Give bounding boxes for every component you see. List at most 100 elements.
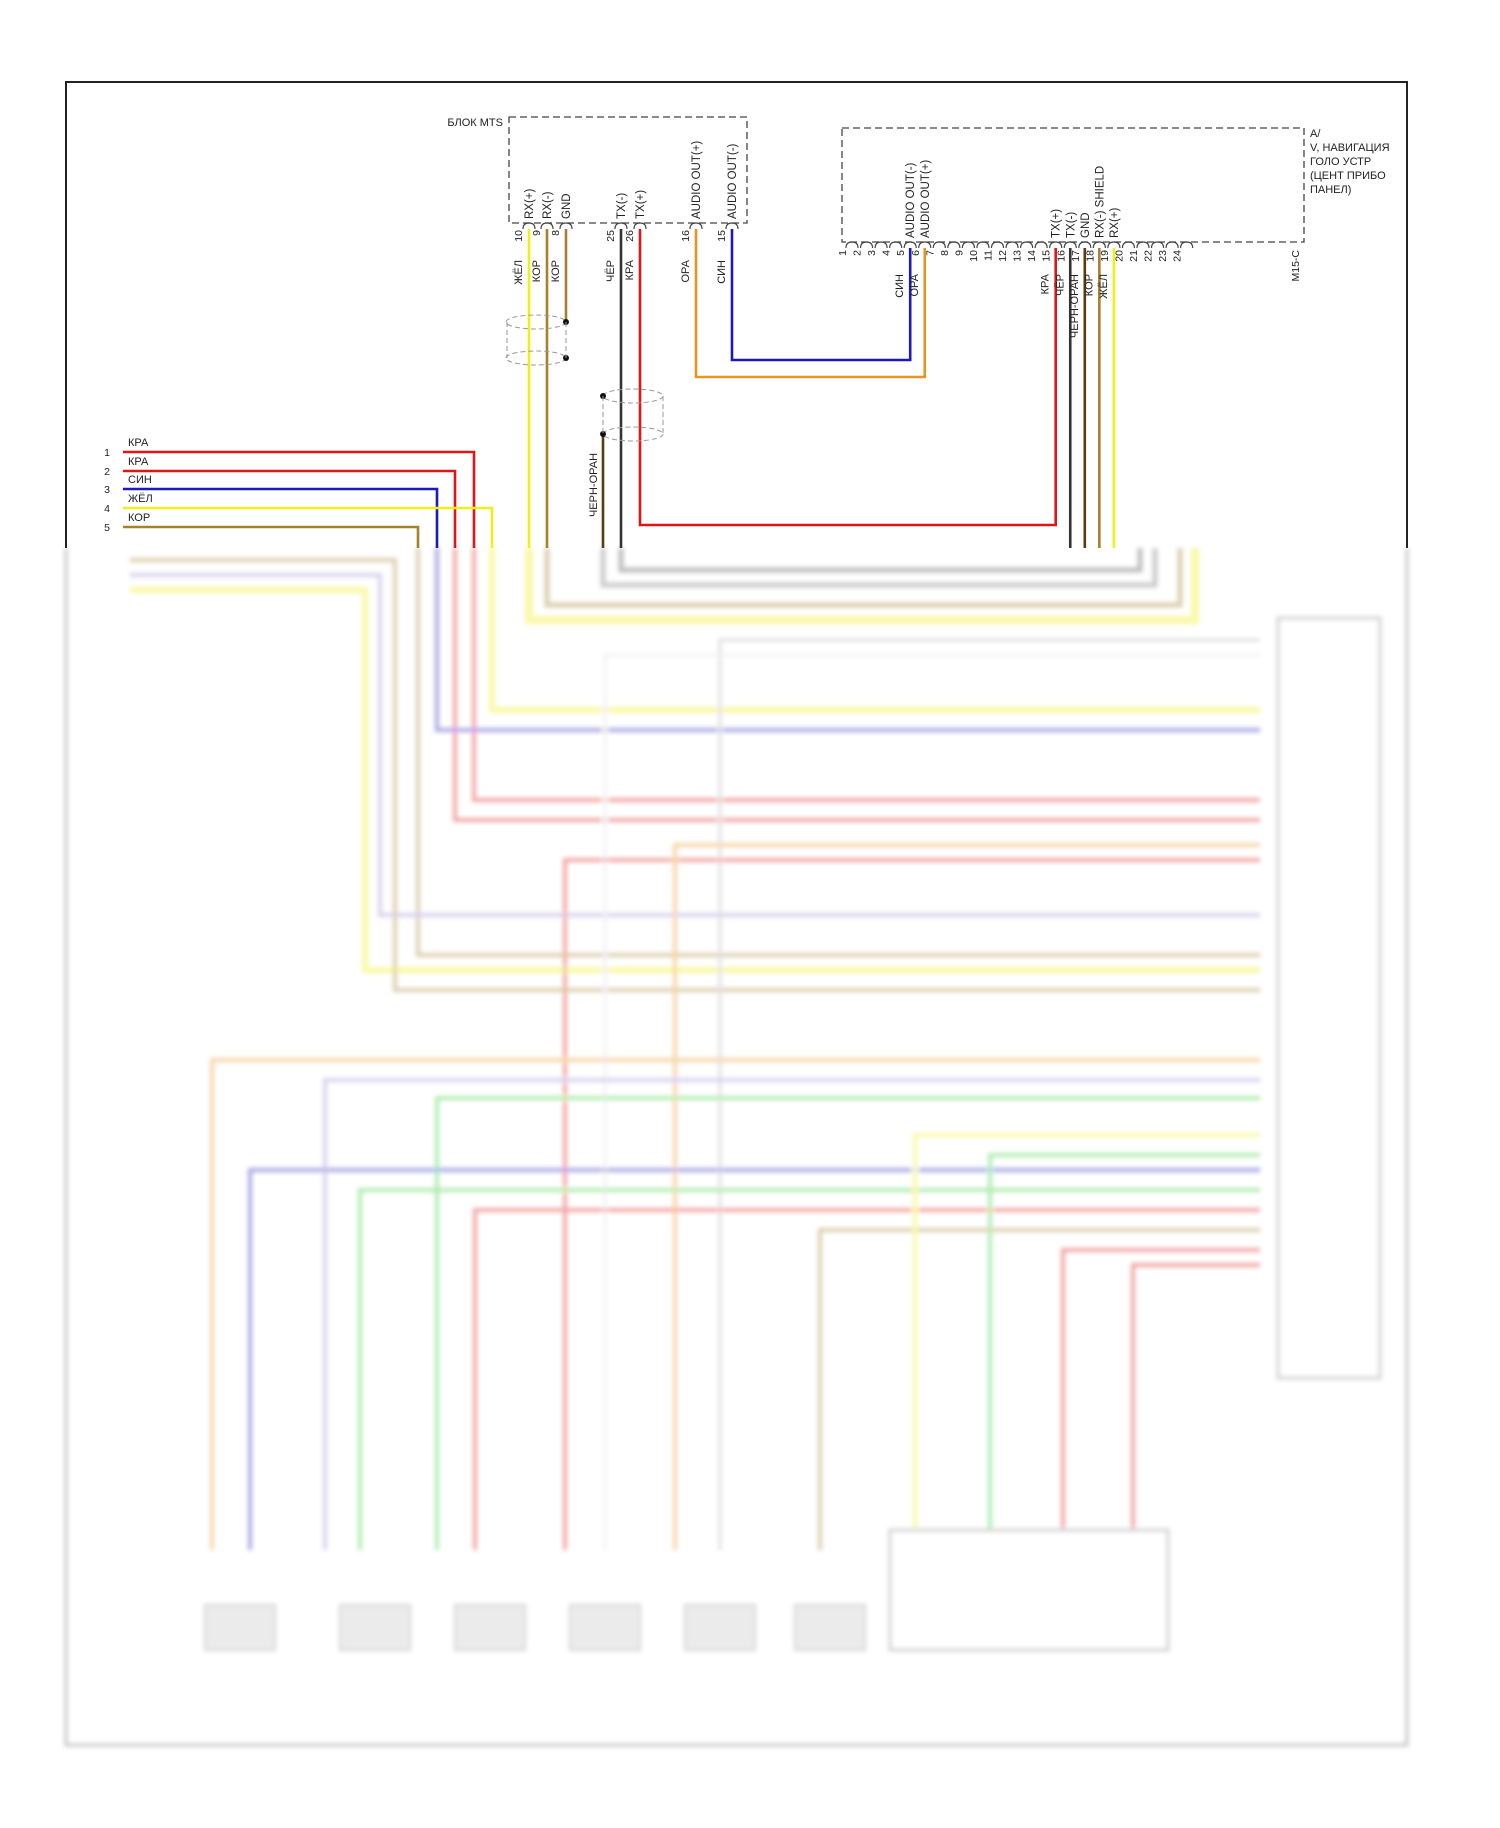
pin-terminal bbox=[559, 222, 573, 230]
pin-terminal bbox=[889, 241, 903, 249]
pin-terminal bbox=[1078, 241, 1092, 249]
left-connector-wire-label: КОР bbox=[128, 512, 150, 524]
faded-wire bbox=[563, 858, 1260, 1550]
faded-wire bbox=[435, 1096, 1260, 1550]
left-connector-wire-label: КРА bbox=[128, 437, 149, 449]
shield-dot bbox=[600, 431, 606, 437]
faded-wire bbox=[416, 548, 1260, 957]
mts-pin-number: 8 bbox=[550, 230, 562, 236]
left-connector-wire-label: СИН bbox=[128, 474, 152, 486]
av-pin-number: 2 bbox=[852, 250, 864, 256]
faded-wire bbox=[130, 587, 1260, 973]
pin-terminal bbox=[1063, 241, 1077, 249]
pin-terminal bbox=[689, 222, 703, 230]
left-connector-pin-number: 5 bbox=[104, 522, 110, 534]
av-pin-number: 11 bbox=[983, 250, 995, 261]
av-pin-number: 1 bbox=[837, 250, 849, 256]
pin-terminal bbox=[633, 222, 647, 230]
faded-wire bbox=[64, 548, 1409, 1747]
pin-terminal bbox=[1150, 241, 1165, 249]
faded-speaker bbox=[794, 1604, 866, 1651]
mts-block-outline bbox=[508, 116, 748, 224]
av-wire-color-label: ОРА bbox=[909, 273, 921, 296]
pin-terminal bbox=[976, 241, 990, 249]
av-pin-number: 6 bbox=[910, 250, 922, 256]
pin-terminal bbox=[932, 241, 946, 249]
mts-wire-color-label: СИН bbox=[716, 260, 728, 284]
av-pin-number: 3 bbox=[866, 250, 878, 256]
shield-outline bbox=[506, 322, 567, 358]
pin-terminal bbox=[859, 241, 874, 249]
av-unit-label-line: (ЦЕНТ ПРИБО bbox=[1310, 170, 1386, 182]
mts-pin-signal: AUDIO OUT(+) bbox=[691, 141, 703, 219]
shield-wire-label: ЧЕРН-ОРАН bbox=[588, 453, 600, 517]
av-pin-number: 9 bbox=[953, 250, 965, 256]
faded-wire bbox=[210, 1058, 1260, 1550]
faded-speaker bbox=[569, 1604, 641, 1651]
faded-wire bbox=[130, 558, 1260, 992]
wire-audio-out-minus bbox=[730, 229, 912, 362]
pin-terminal bbox=[1180, 241, 1194, 249]
faded-wire bbox=[472, 548, 1260, 802]
mts-pin-signal: TX(+) bbox=[635, 190, 647, 219]
wire-left-connector-1 bbox=[123, 450, 476, 548]
av-pin-signal: RX(-) SHIELD bbox=[1094, 166, 1106, 238]
faded-amplifier-box bbox=[888, 1528, 1170, 1652]
faded-wire bbox=[603, 653, 1260, 1550]
left-connector-pin-number: 4 bbox=[104, 503, 110, 515]
pin-terminal bbox=[1020, 241, 1034, 249]
components bbox=[505, 116, 1305, 442]
pin-terminal bbox=[725, 222, 739, 230]
faded-wire bbox=[818, 1228, 1260, 1550]
pin-terminal bbox=[614, 222, 628, 230]
pin-terminal bbox=[918, 241, 932, 249]
av-pin-number: 17 bbox=[1070, 250, 1082, 262]
faded-wire bbox=[913, 1133, 1260, 1530]
faded-wire bbox=[473, 1208, 1260, 1550]
faded-wire bbox=[525, 548, 1199, 624]
pin-terminal bbox=[1165, 241, 1179, 249]
wire-left-connector-5 bbox=[123, 525, 420, 548]
av-pin-signal: GND bbox=[1080, 212, 1092, 238]
left-connector-pin-number: 1 bbox=[104, 447, 110, 459]
av-pin-number: 16 bbox=[1055, 250, 1067, 262]
shield-ellipse bbox=[602, 388, 664, 404]
pin-terminal bbox=[1005, 241, 1019, 249]
faded-wire bbox=[718, 638, 1260, 1550]
diagram-frame bbox=[65, 81, 1408, 548]
av-pin-number: 23 bbox=[1157, 250, 1169, 262]
av-pin-signal: AUDIO OUT(-) bbox=[905, 162, 917, 238]
mts-wire-color-label: КОР bbox=[550, 260, 562, 282]
faded-wire bbox=[453, 548, 1260, 822]
av-pin-signal: AUDIO OUT(+) bbox=[920, 160, 932, 238]
pin-terminal bbox=[961, 241, 975, 249]
av-pin-number: 10 bbox=[968, 250, 980, 262]
faded-wire bbox=[489, 548, 1260, 713]
faded-wire bbox=[673, 843, 1260, 1550]
wire-left-connector-3 bbox=[123, 487, 439, 548]
wire-tx-plus bbox=[638, 229, 1057, 527]
pin-terminal bbox=[903, 241, 917, 249]
faded-wire bbox=[358, 1188, 1260, 1550]
mts-wire-color-label: ЧЁР bbox=[605, 260, 617, 282]
pin-terminal bbox=[845, 241, 859, 249]
faded-wire bbox=[1131, 1263, 1260, 1530]
mts-pin-number: 10 bbox=[513, 230, 525, 242]
av-pin-number: 7 bbox=[924, 250, 936, 256]
faded-wire bbox=[435, 548, 1260, 732]
av-wire-color-label: КОР bbox=[1083, 274, 1095, 296]
shield-ellipse bbox=[505, 314, 567, 330]
faded-wire bbox=[248, 1168, 1260, 1550]
av-wire-color-label: ЧЕРН-ОРАН bbox=[1069, 274, 1081, 338]
av-pin-number: 19 bbox=[1099, 250, 1111, 262]
av-pin-number: 21 bbox=[1128, 250, 1140, 262]
pin-terminal bbox=[1121, 241, 1136, 249]
av-unit-label-line: ГОЛО УСТР bbox=[1310, 156, 1371, 168]
av-pin-number: 5 bbox=[895, 250, 907, 256]
wire-audio-out-plus bbox=[694, 229, 927, 379]
labels: БЛОК MTS RX(+) 10 ЖЁЛ RX(-) 9 КОР GND 8 КОР TX(-) 2… bbox=[104, 117, 1389, 534]
faded-wire bbox=[988, 1153, 1260, 1530]
pin-terminal bbox=[1136, 241, 1150, 249]
pin-terminal bbox=[540, 222, 554, 230]
